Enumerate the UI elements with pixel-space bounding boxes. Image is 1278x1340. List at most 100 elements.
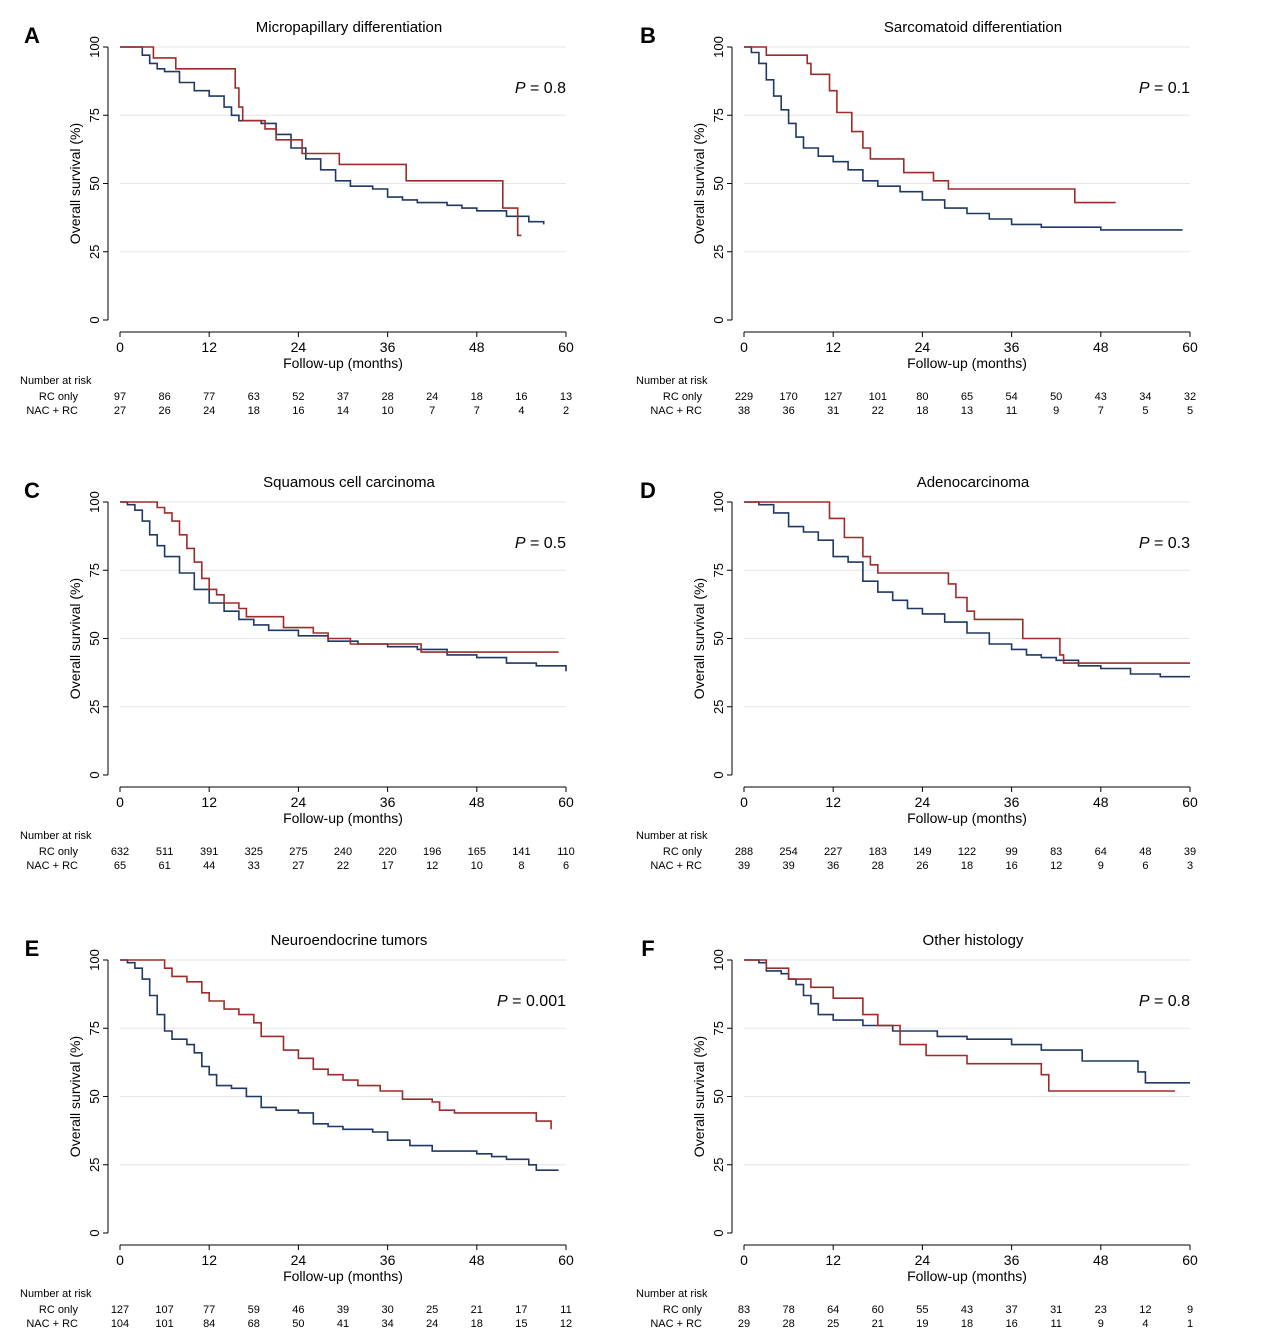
risk-count: 31 [827,405,839,417]
risk-count: 68 [248,1318,260,1330]
x-axis-title: Follow-up (months) [283,1268,403,1284]
risk-count: 9 [1098,860,1104,872]
y-tick-label: 50 [711,631,726,645]
risk-count: 12 [560,1318,572,1330]
risk-count: 4 [518,405,524,417]
risk-count: 84 [203,1318,215,1330]
risk-count: 28 [782,1318,794,1330]
risk-table-header: Number at risk [636,1288,708,1300]
risk-count: 12 [1139,1304,1151,1316]
y-tick-label: 75 [87,563,102,577]
risk-count: 78 [782,1304,794,1316]
x-tick-label: 12 [825,1252,841,1268]
risk-count: 11 [560,1304,571,1316]
risk-count: 16 [292,405,304,417]
risk-count: 141 [512,846,530,858]
risk-table-header: Number at risk [20,830,92,842]
risk-count: 24 [203,405,215,417]
risk-count: 122 [958,846,976,858]
risk-count: 24 [426,391,438,403]
y-tick-label: 75 [711,108,726,122]
risk-count: 21 [872,1318,884,1330]
x-tick-label: 60 [558,794,574,810]
y-tick-label: 100 [87,491,102,513]
risk-count: 60 [872,1304,884,1316]
risk-row-label: NAC + RC [650,860,702,872]
risk-count: 30 [381,1304,393,1316]
x-axis-title: Follow-up (months) [283,810,403,826]
risk-count: 9 [1053,405,1059,417]
risk-count: 39 [782,860,794,872]
risk-count: 77 [203,391,215,403]
panel-label: F [641,936,654,961]
panel-a: A Micropapillary differentiation 0 25 50 75 10… [20,19,574,417]
risk-count: 104 [111,1318,129,1330]
risk-count: 10 [381,405,393,417]
risk-count: 97 [114,391,126,403]
risk-count: 18 [471,391,483,403]
x-tick-label: 0 [116,339,124,355]
x-tick-label: 60 [558,339,574,355]
risk-count: 254 [779,846,797,858]
x-tick-label: 36 [380,339,396,355]
risk-count: 27 [292,860,304,872]
y-axis-title: Overall survival (%) [691,578,707,699]
y-tick-label: 0 [87,316,102,323]
panel-label: A [24,23,40,48]
risk-count: 5 [1142,405,1148,417]
risk-row-label: NAC + RC [26,405,78,417]
risk-count: 65 [961,391,973,403]
p-value: = 0.001 [508,993,566,1010]
y-tick-label: 25 [711,700,726,714]
x-tick-label: 24 [915,1252,931,1268]
risk-count: 64 [827,1304,839,1316]
risk-count: 33 [248,860,260,872]
x-tick-label: 48 [469,794,485,810]
survival-curve-nac-rc [120,959,552,1130]
chart-title: Adenocarcinoma [917,474,1030,491]
risk-row-label: RC only [663,391,703,403]
x-tick-label: 12 [201,339,217,355]
risk-count: 127 [111,1304,129,1316]
survival-curve-nac-rc [120,501,559,653]
risk-count: 83 [1050,846,1062,858]
risk-count: 5 [1187,405,1193,417]
y-tick-label: 75 [711,1021,726,1035]
risk-count: 22 [337,860,349,872]
risk-count: 16 [515,391,527,403]
risk-count: 127 [824,391,842,403]
y-tick-label: 100 [87,36,102,58]
risk-count: 44 [203,860,215,872]
x-tick-label: 12 [201,794,217,810]
x-tick-label: 12 [825,794,841,810]
x-axis-title: Follow-up (months) [907,1268,1027,1284]
x-tick-label: 60 [558,1252,574,1268]
p-value-annotation: P = 0.3 [1139,535,1190,552]
x-tick-label: 48 [469,1252,485,1268]
risk-count: 28 [872,860,884,872]
risk-count: 83 [738,1304,750,1316]
y-tick-label: 100 [711,36,726,58]
risk-count: 511 [156,846,174,858]
risk-count: 63 [248,391,260,403]
x-tick-label: 36 [380,794,396,810]
risk-count: 50 [1050,391,1062,403]
x-tick-label: 24 [915,339,931,355]
x-tick-label: 0 [116,794,124,810]
risk-count: 7 [1098,405,1104,417]
x-tick-label: 12 [201,1252,217,1268]
risk-count: 6 [1142,860,1148,872]
panel-label: E [25,936,40,961]
panel-f: F Other histology 0 25 50 75 100 0 12 24 36 48 60 Fol… [636,932,1198,1330]
risk-count: 9 [1098,1318,1104,1330]
risk-count: 21 [471,1304,483,1316]
y-tick-label: 0 [711,316,726,323]
p-value: = 0.8 [526,80,567,97]
y-tick-label: 0 [87,771,102,778]
risk-count: 12 [1050,860,1062,872]
risk-count: 101 [155,1318,173,1330]
p-value: = 0.3 [1150,535,1191,552]
risk-count: 183 [869,846,887,858]
